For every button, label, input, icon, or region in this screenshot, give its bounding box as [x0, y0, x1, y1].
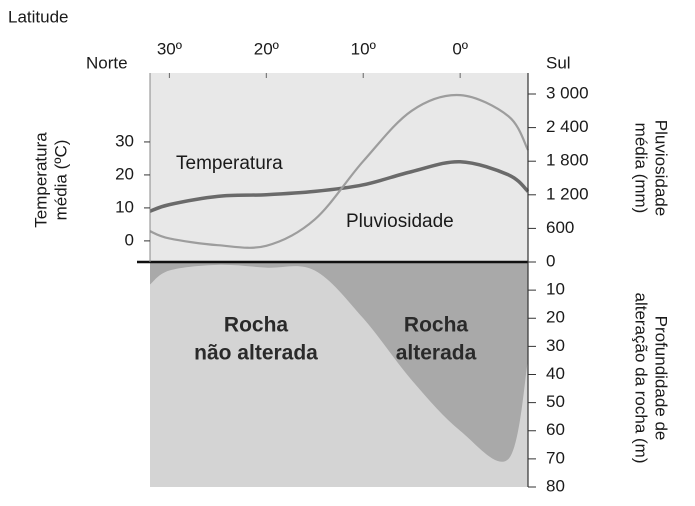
rock-label: alterada [396, 342, 477, 365]
y2-tick-label: 3 000 [546, 83, 589, 102]
y3-tick-label: 20 [546, 308, 565, 327]
y-tick-label: 0 [125, 230, 134, 249]
y3-label-line: Profundidade de [652, 316, 671, 441]
y2-label: Pluviosidade média (mm) [632, 120, 671, 216]
y3-tick-label: 10 [546, 280, 565, 299]
rock-label: Rocha [404, 314, 469, 337]
left-end-label: Norte [86, 53, 128, 72]
x-tick-label: 0º [452, 39, 468, 58]
y-tick-label: 20 [115, 164, 134, 183]
y2-tick-label: 1 800 [546, 151, 589, 170]
x-tick-label: 10º [351, 39, 376, 58]
y2-tick-label: 1 200 [546, 184, 589, 203]
series-label: Temperatura [176, 153, 283, 174]
right-end-label: Sul [546, 53, 571, 72]
x-title: Latitude [8, 7, 69, 26]
chart: Latitude Norte Sul Temperatura média (ºC… [0, 0, 695, 506]
y-label: Temperatura média (ºC) [31, 132, 70, 228]
rock-label: Rocha [224, 314, 289, 337]
y3-tick-label: 70 [546, 448, 565, 467]
y-label-line: média (ºC) [51, 140, 70, 221]
y3-tick-label: 40 [546, 364, 565, 383]
rock-label: não alterada [194, 342, 318, 365]
y3-label-line: alteração da rocha (m) [632, 292, 651, 463]
y2-tick-label: 2 400 [546, 117, 589, 136]
y3-tick-label: 80 [546, 476, 565, 495]
y2-label-line: média (mm) [632, 123, 651, 214]
y3-tick-label: 60 [546, 420, 565, 439]
y-tick-label: 30 [115, 131, 134, 150]
y-label-line: Temperatura [31, 132, 50, 228]
y2-label-line: Pluviosidade [652, 120, 671, 216]
y-tick-label: 10 [115, 197, 134, 216]
x-tick-label: 30º [157, 39, 182, 58]
y2-tick-label: 0 [546, 251, 555, 270]
series-label: Pluviosidade [346, 211, 454, 232]
y2-tick-label: 600 [546, 218, 574, 237]
y3-label: Profundidade de alteração da rocha (m) [632, 292, 671, 463]
y3-tick-label: 30 [546, 336, 565, 355]
y3-tick-label: 50 [546, 392, 565, 411]
x-tick-label: 20º [254, 39, 279, 58]
